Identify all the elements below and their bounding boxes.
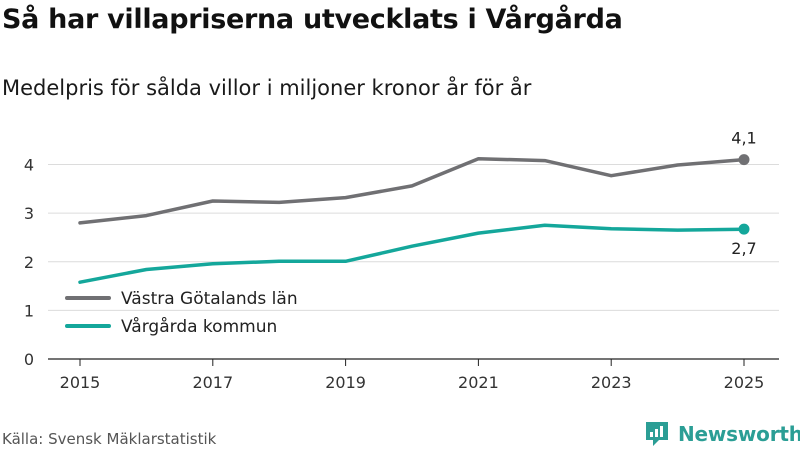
x-tick-label: 2019 (325, 373, 366, 392)
brand-logo: Newsworthy (644, 420, 800, 448)
legend-label: Vårgårda kommun (121, 316, 277, 337)
y-tick-label: 4 (24, 156, 34, 175)
source-note: Källa: Svensk Mäklarstatistik (2, 430, 217, 448)
series-line-0 (78, 156, 746, 225)
series-line-1 (78, 223, 746, 284)
y-tick-label: 1 (24, 301, 34, 320)
y-tick-label: 0 (24, 350, 34, 369)
y-tick-label: 3 (24, 204, 34, 223)
series-end-point-1 (738, 223, 750, 235)
x-tick-label: 2025 (724, 373, 765, 392)
chart-subtitle: Medelpris för sålda villor i miljoner kr… (2, 76, 532, 100)
brand-name: Newsworthy (678, 422, 800, 446)
end-value-label: 4,1 (731, 129, 756, 148)
chart-title: Så har villapriserna utvecklats i Vårgår… (2, 4, 623, 35)
end-value-label: 2,7 (731, 239, 756, 258)
y-tick-label: 2 (24, 253, 34, 272)
x-tick-label: 2023 (591, 373, 632, 392)
legend-label: Västra Götalands län (121, 289, 298, 309)
x-tick-label: 2021 (458, 373, 499, 392)
series-end-point-0 (738, 154, 750, 166)
x-tick-label: 2015 (60, 373, 101, 392)
newsworthy-logo-icon (646, 422, 668, 446)
x-tick-label: 2017 (192, 373, 233, 392)
